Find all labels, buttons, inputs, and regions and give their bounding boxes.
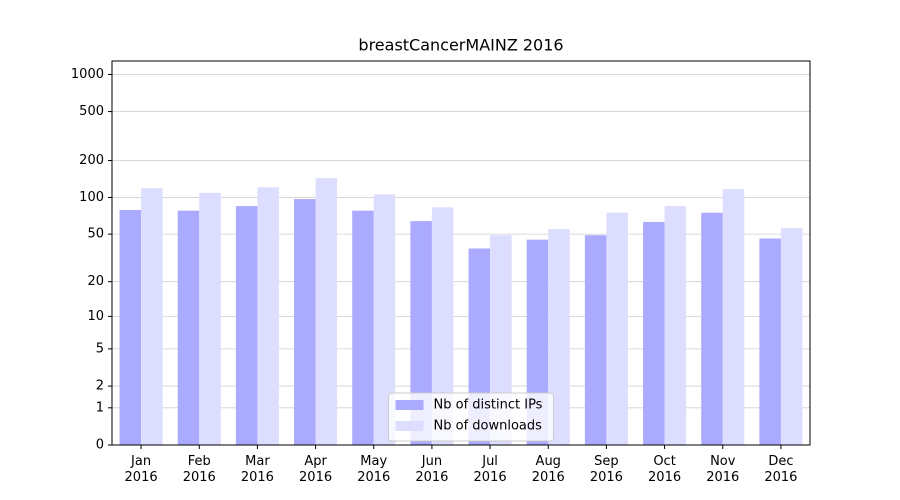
y-tick-label: 20 <box>87 274 104 289</box>
bar <box>780 228 803 445</box>
bar <box>643 221 665 445</box>
y-tick-label: 0 <box>96 438 104 453</box>
y-tick-label: 50 <box>87 227 104 242</box>
x-tick-label: Mar 2016 <box>241 454 274 485</box>
bar <box>141 188 163 445</box>
bar <box>584 235 607 445</box>
y-tick-label: 10 <box>87 309 104 324</box>
y-tick-label: 200 <box>79 153 104 168</box>
legend-swatch <box>395 421 424 431</box>
x-tick-label: Feb 2016 <box>183 454 216 485</box>
x-tick-label: Dec 2016 <box>764 454 797 485</box>
x-tick-label: Sep 2016 <box>590 454 623 485</box>
legend-swatch <box>395 400 424 410</box>
bar <box>315 178 338 445</box>
y-tick-label: 2 <box>96 379 104 394</box>
x-tick-label: Oct 2016 <box>648 454 681 485</box>
bar <box>235 206 258 445</box>
y-tick-label: 100 <box>79 190 104 205</box>
x-tick-label: Jan 2016 <box>125 454 158 485</box>
x-tick-label: Aug 2016 <box>532 454 565 485</box>
plot-frame <box>111 60 811 446</box>
y-tick-label: 1 <box>96 400 104 415</box>
bar <box>722 189 745 445</box>
bar <box>177 210 200 445</box>
x-tick-label: May 2016 <box>357 454 390 485</box>
bar <box>257 187 279 446</box>
bar <box>759 238 781 445</box>
legend-label: Nb of distinct IPs <box>434 398 543 413</box>
legend-label: Nb of downloads <box>434 419 543 434</box>
bar <box>431 207 454 445</box>
bar <box>352 210 374 445</box>
x-tick-label: Apr 2016 <box>299 454 332 485</box>
x-tick-label: Jun 2016 <box>415 454 448 485</box>
legend-box <box>388 392 554 442</box>
bar <box>199 192 221 445</box>
bar <box>701 212 723 445</box>
y-tick-label: 5 <box>96 341 104 356</box>
bar <box>410 221 432 445</box>
x-tick-label: Jul 2016 <box>474 454 507 485</box>
bar <box>373 194 396 445</box>
bar <box>664 206 687 445</box>
bar <box>119 209 142 445</box>
bar <box>548 229 570 445</box>
bar <box>606 212 628 445</box>
y-tick-label: 1000 <box>71 67 104 82</box>
x-tick-label: Nov 2016 <box>706 454 739 485</box>
bar <box>294 199 316 445</box>
y-tick-label: 500 <box>79 104 104 119</box>
chart-title: breastCancerMAINZ 2016 <box>358 36 563 55</box>
